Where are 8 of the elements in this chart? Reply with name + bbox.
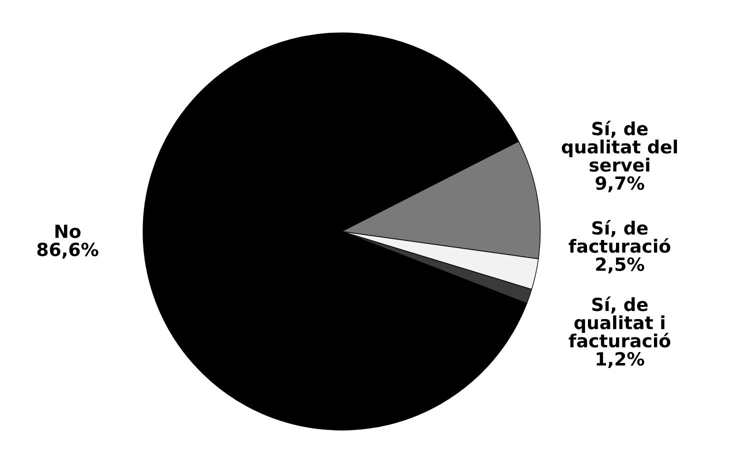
slice-label: No: [55, 224, 81, 238]
data-label: 1,2%: [596, 352, 644, 368]
data-label: 9,7%: [596, 176, 644, 192]
slice-label: Sí, de qualitat i facturació: [568, 296, 670, 348]
data-label: 2,5%: [596, 257, 644, 274]
data-label: 86,6%: [37, 242, 98, 259]
slice-label: Sí, de qualitat del servei: [562, 120, 677, 172]
slice-label: Sí, de facturació: [568, 220, 670, 253]
